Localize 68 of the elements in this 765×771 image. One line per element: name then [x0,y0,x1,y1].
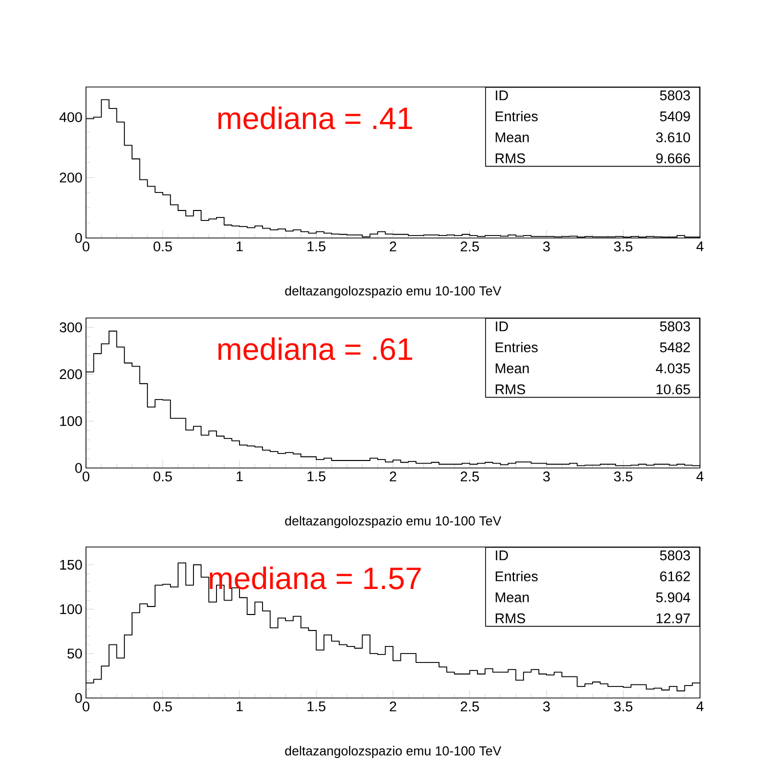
annotation: 6162 [660,571,690,582]
annotation: 12.97 [656,613,690,624]
x-tick-label: 2 [390,472,396,482]
x-tick-label: 0.5 [154,472,172,482]
y-tick-label: 0 [75,463,82,473]
annotation: RMS [496,153,526,164]
annotation: 5482 [660,342,690,352]
x-tick-label: 4 [696,472,704,482]
x-tick-label: 3 [543,472,550,482]
y-tick-label: 0 [75,233,82,243]
x-axis-title: deltazangolozspazio emu 10-100 TeV [285,286,502,298]
annotation: RMS [496,384,526,394]
annotation: Entries [496,111,538,122]
x-tick-label: 1.5 [308,242,326,252]
x-tick-label: 2.5 [460,242,479,252]
annotation: mediana = .61 [218,337,412,360]
x-axis-title: deltazangolozspazio emu 10-100 TeV [285,516,502,528]
x-tick-label: 0 [82,242,90,252]
x-axis-title: deltazangolozspazio emu 10-100 TeV [285,746,502,758]
annotation: 10.65 [656,384,690,394]
y-tick-label: 400 [59,112,82,122]
x-tick-label: 2 [390,242,396,252]
annotation: ID [496,322,508,332]
annotation: 5.904 [656,592,690,602]
x-tick-label: 1.5 [308,472,326,482]
y-tick-label: 150 [60,560,82,570]
y-tick-label: 100 [60,416,82,426]
x-tick-label: 0.5 [154,702,172,712]
x-tick-label: 2.5 [460,702,479,712]
y-tick-label: 100 [60,604,82,614]
annotation: 5803 [660,550,690,560]
x-tick-label: 0.5 [154,242,172,252]
annotation: 3.610 [656,132,690,142]
x-tick-label: 1.5 [308,702,326,712]
x-tick-label: 3.5 [614,702,632,712]
y-tick-label: 50 [67,648,82,659]
annotation: 5409 [660,111,690,122]
annotation: mediana = .41 [218,106,412,130]
annotation: mediana = 1.57 [210,566,421,590]
y-tick-label: 0 [75,693,82,703]
x-tick-label: 1 [236,702,243,712]
annotation: Mean [496,364,529,374]
x-tick-label: 4 [696,702,704,712]
x-tick-label: 0 [82,702,90,712]
y-tick-label: 300 [60,322,82,332]
annotation: Entries [496,342,538,352]
x-tick-label: 3.5 [614,472,632,482]
annotation: 5803 [660,90,690,100]
annotation: Mean [496,132,529,142]
annotation: Mean [496,592,529,602]
x-tick-label: 2 [390,702,396,712]
x-tick-label: 3.5 [614,242,632,252]
annotation: 9.666 [656,153,690,164]
x-tick-label: 1 [236,242,243,252]
annotation: ID [496,550,508,560]
annotation: Entries [496,571,538,582]
x-tick-label: 1 [236,472,243,482]
x-tick-label: 4 [696,242,704,252]
annotation: 5803 [660,321,690,332]
y-tick-label: 200 [60,172,82,183]
x-tick-label: 3 [543,242,550,252]
x-tick-label: 3 [543,702,550,712]
annotation: 4.035 [656,363,690,374]
annotation: RMS [496,613,526,624]
annotation: ID [496,90,508,100]
x-tick-label: 2.5 [460,472,479,482]
y-tick-label: 200 [60,369,82,380]
x-tick-label: 0 [82,472,90,482]
